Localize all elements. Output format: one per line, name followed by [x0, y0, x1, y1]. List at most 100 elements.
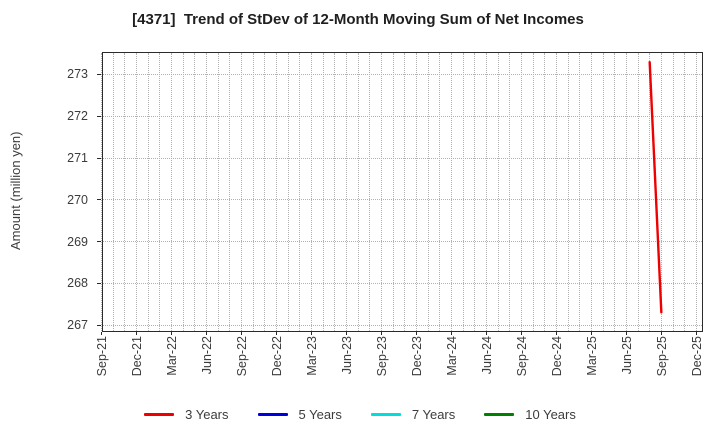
x-tick-label: Jun-23 [339, 336, 354, 375]
horizontal-gridline [102, 115, 702, 117]
vertical-gridline [194, 52, 196, 331]
vertical-gridline [346, 52, 348, 331]
x-tick-label: Dec-23 [409, 336, 424, 377]
vertical-gridline [217, 52, 219, 331]
x-tick-mark [521, 331, 523, 335]
vertical-gridline [672, 52, 674, 331]
series-line-3-years [647, 60, 663, 314]
x-tick-mark [696, 331, 698, 335]
x-tick-mark [661, 331, 663, 335]
vertical-gridline [427, 52, 429, 331]
horizontal-gridline [102, 199, 702, 201]
vertical-gridline [171, 52, 173, 331]
horizontal-gridline [102, 157, 702, 159]
legend-label: 10 Years [525, 406, 576, 422]
y-tick-mark [97, 157, 101, 159]
vertical-gridline [299, 52, 301, 331]
horizontal-gridline [102, 241, 702, 243]
vertical-gridline [439, 52, 441, 331]
x-tick-label: Sep-22 [234, 336, 249, 377]
x-tick-mark [556, 331, 558, 335]
y-tick-label: 273 [67, 67, 88, 82]
y-tick-label: 271 [67, 151, 88, 166]
chart-title: [4371] Trend of StDev of 12-Month Moving… [132, 11, 584, 28]
x-tick-mark [276, 331, 278, 335]
vertical-gridline [229, 52, 231, 331]
y-tick-label: 268 [67, 276, 88, 291]
y-tick-mark [97, 115, 101, 117]
vertical-gridline [182, 52, 184, 331]
x-tick-label: Mar-23 [304, 336, 319, 376]
x-tick-label: Sep-23 [374, 336, 389, 377]
x-tick-label: Mar-25 [584, 336, 599, 376]
legend: 3 Years 5 Years 7 Years 10 Years [0, 403, 720, 425]
x-tick-mark [346, 331, 348, 335]
y-tick-label: 270 [67, 192, 88, 207]
vertical-gridline [252, 52, 254, 331]
horizontal-gridline [102, 324, 702, 326]
y-tick-mark [97, 73, 101, 75]
y-tick-label: 269 [67, 234, 88, 249]
vertical-gridline [357, 52, 359, 331]
x-tick-mark [451, 331, 453, 335]
x-tick-mark [416, 331, 418, 335]
vertical-gridline [649, 52, 651, 331]
vertical-gridline [241, 52, 243, 331]
x-tick-mark [241, 331, 243, 335]
horizontal-gridline [102, 282, 702, 284]
x-tick-label: Sep-25 [654, 336, 669, 377]
legend-item-3-years: 3 Years [144, 406, 229, 422]
y-tick-mark [97, 324, 101, 326]
vertical-gridline [392, 52, 394, 331]
y-tick-mark [97, 282, 101, 284]
vertical-gridline [416, 52, 418, 331]
vertical-gridline [637, 52, 639, 331]
legend-item-7-years: 7 Years [370, 407, 455, 422]
vertical-gridline [626, 52, 628, 331]
x-tick-label: Dec-22 [269, 336, 284, 377]
x-tick-mark [136, 331, 137, 335]
x-tick-mark [381, 331, 383, 335]
vertical-gridline [334, 52, 336, 331]
legend-item-10-years: 10 Years [484, 407, 576, 422]
y-axis-label: Amount (million yen) [8, 131, 23, 251]
vertical-gridline [381, 52, 383, 331]
x-tick-mark [591, 331, 593, 335]
x-tick-mark [206, 331, 208, 335]
x-tick-label: Sep-21 [94, 336, 109, 377]
vertical-gridline [101, 52, 102, 331]
vertical-gridline [322, 52, 324, 331]
vertical-gridline [497, 52, 499, 331]
legend-label: 5 Years [298, 406, 342, 422]
x-tick-label: Dec-25 [689, 336, 704, 377]
vertical-gridline [602, 52, 604, 331]
plot-area [101, 51, 703, 332]
vertical-gridline [287, 52, 289, 331]
legend-marker-icon [370, 412, 401, 416]
x-tick-label: Mar-24 [444, 336, 459, 376]
vertical-gridline [404, 52, 406, 331]
x-tick-mark [171, 331, 173, 335]
vertical-gridline [521, 52, 523, 331]
y-tick-mark [97, 241, 101, 243]
vertical-gridline [579, 52, 581, 331]
x-tick-mark [486, 331, 488, 335]
vertical-gridline [684, 52, 686, 331]
vertical-gridline [276, 52, 278, 331]
x-tick-label: Dec-21 [129, 336, 144, 377]
vertical-gridline [159, 52, 161, 331]
vertical-gridline [532, 52, 534, 331]
vertical-gridline [509, 52, 511, 331]
vertical-gridline [136, 52, 137, 331]
x-tick-mark [311, 331, 313, 335]
vertical-gridline [147, 52, 149, 331]
x-tick-label: Mar-22 [164, 336, 179, 376]
vertical-gridline [661, 52, 663, 331]
vertical-gridline [591, 52, 593, 331]
vertical-gridline [264, 52, 266, 331]
x-tick-label: Jun-24 [479, 336, 494, 375]
legend-item-5-years: 5 Years [257, 406, 342, 422]
legend-label: 3 Years [185, 406, 229, 422]
series-layer [647, 60, 663, 314]
vertical-gridline [311, 52, 313, 331]
